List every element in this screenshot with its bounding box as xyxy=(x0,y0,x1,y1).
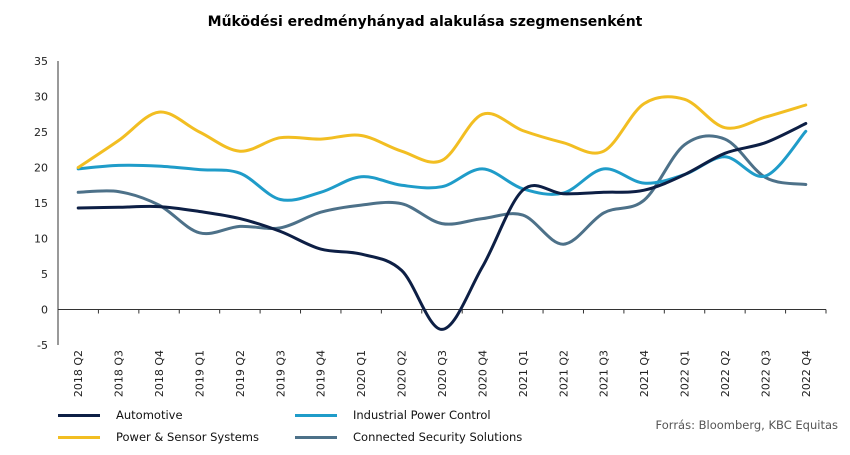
x-tick-label: 2022 Q4 xyxy=(800,350,813,397)
legend-label-automotive: Automotive xyxy=(116,408,183,422)
x-tick-label: 2022 Q1 xyxy=(679,350,692,397)
y-tick-label: 5 xyxy=(41,268,48,281)
x-tick-label: 2021 Q4 xyxy=(638,350,651,397)
x-tick-labels: 2018 Q2 2018 Q3 2018 Q4 2019 Q1 2019 Q2 2019 … xyxy=(72,350,813,397)
legend-swatch-connected-security-solutions xyxy=(295,435,337,439)
legend-swatch-industrial-power-control xyxy=(295,413,337,417)
x-tick-label: 2018 Q4 xyxy=(153,350,166,397)
legend-label-power-sensor-systems: Power & Sensor Systems xyxy=(116,430,259,444)
y-tick-label: 25 xyxy=(34,126,48,139)
x-tick-label: 2020 Q4 xyxy=(476,350,489,397)
x-tick-label: 2021 Q3 xyxy=(598,350,611,397)
series-line-connected-security-solutions xyxy=(76,134,808,246)
chart-title: Működési eredményhányad alakulása szegme… xyxy=(207,14,643,30)
legend-item-connected-security-solutions: Connected Security Solutions xyxy=(295,430,522,444)
x-tick-label: 2018 Q2 xyxy=(72,350,85,397)
legend-swatch-automotive xyxy=(58,413,100,417)
x-tick-label: 2022 Q3 xyxy=(759,350,772,397)
legend-item-industrial-power-control: Industrial Power Control xyxy=(295,408,491,422)
y-tick-label: 10 xyxy=(34,233,48,246)
x-tick-label: 2021 Q1 xyxy=(517,350,530,397)
legend-item-automotive: Automotive xyxy=(58,408,183,422)
x-tick-label: 2020 Q1 xyxy=(355,350,368,397)
y-tick-label: 0 xyxy=(41,304,48,317)
x-tick-label: 2020 Q2 xyxy=(396,350,409,397)
x-tick-label: 2021 Q2 xyxy=(557,350,570,397)
legend-item-power-sensor-systems: Power & Sensor Systems xyxy=(58,430,259,444)
y-tick-label: 15 xyxy=(34,197,48,210)
y-tick-labels: 35 30 25 20 15 10 5 0 -5 xyxy=(34,55,48,352)
legend-label-connected-security-solutions: Connected Security Solutions xyxy=(353,430,523,444)
source-note: Forrás: Bloomberg, KBC Equitas xyxy=(655,418,838,432)
series-lines xyxy=(76,95,808,331)
series-line-automotive xyxy=(76,122,808,331)
y-tick-label: 35 xyxy=(34,55,48,68)
x-tick-label: 2019 Q1 xyxy=(193,350,206,397)
y-tick-label: 30 xyxy=(34,91,48,104)
y-tick-label: -5 xyxy=(37,339,48,352)
x-tick-label: 2020 Q3 xyxy=(436,350,449,397)
legend-label-industrial-power-control: Industrial Power Control xyxy=(353,408,491,422)
series-line-power-sensor-systems xyxy=(76,95,808,169)
x-tick-label: 2019 Q2 xyxy=(234,350,247,397)
axes xyxy=(57,61,827,345)
series-line-industrial-power-control xyxy=(76,129,808,202)
x-tick-label: 2019 Q3 xyxy=(274,350,287,397)
legend-swatch-power-sensor-systems xyxy=(58,435,100,439)
x-tick-label: 2022 Q2 xyxy=(719,350,732,397)
x-tick-label: 2018 Q3 xyxy=(113,350,126,397)
y-tick-label: 20 xyxy=(34,162,48,175)
x-tick-label: 2019 Q4 xyxy=(315,350,328,397)
